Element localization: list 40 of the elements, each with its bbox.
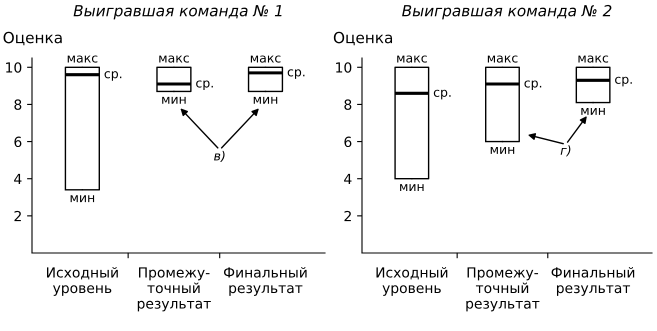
annotation: г) <box>560 145 570 156</box>
annotation: в) <box>214 150 225 162</box>
y-tick-label: 6 <box>14 136 22 148</box>
annotation: мин <box>581 108 605 115</box>
annotation: мин <box>70 195 94 202</box>
y-tick-label: 4 <box>14 174 22 184</box>
annotation: мин <box>400 184 424 191</box>
x-tick-label: Промежу- точный результат <box>466 267 540 312</box>
y-tick-label: 8 <box>14 99 22 110</box>
chart-title: Выигравшая команда № 1 <box>74 5 282 20</box>
annotation: мин <box>162 96 186 104</box>
annotation: ср. <box>104 71 122 81</box>
y-tick-label: 6 <box>344 136 352 148</box>
annotation: макс <box>488 55 518 63</box>
annotation: ср. <box>434 90 451 100</box>
annotation: ср. <box>288 69 304 79</box>
annotation: макс <box>250 55 280 63</box>
y-tick-label: 10 <box>336 62 352 73</box>
y-axis-title: Оценка <box>4 32 62 46</box>
annotation: макс <box>159 55 189 63</box>
x-tick-label: Финальный результат <box>552 266 634 296</box>
x-tick-label: Финальный результат <box>224 266 307 296</box>
annotation: мин <box>490 147 514 154</box>
y-tick-label: 8 <box>344 99 352 110</box>
annotation: мин <box>254 96 278 104</box>
annotation: макс <box>68 55 98 63</box>
y-tick-label: 2 <box>14 210 21 222</box>
annotation: макс <box>397 55 427 63</box>
x-tick-label: Промежу- точный результат <box>138 267 211 312</box>
y-tick-label: 2 <box>344 210 351 222</box>
chart-title: Выигравшая команда № 2 <box>402 4 612 20</box>
y-tick-label: 4 <box>344 174 352 184</box>
annotation: ср. <box>196 80 213 90</box>
annotation: ср. <box>615 76 632 86</box>
y-tick-label: 10 <box>6 62 22 73</box>
annotation: ср. <box>524 80 542 90</box>
y-axis-title: Оценка <box>334 32 392 46</box>
annotation: макс <box>578 55 608 63</box>
x-tick-label: Исходный уровень <box>376 266 448 296</box>
x-tick-label: Исходный уровень <box>47 266 118 296</box>
